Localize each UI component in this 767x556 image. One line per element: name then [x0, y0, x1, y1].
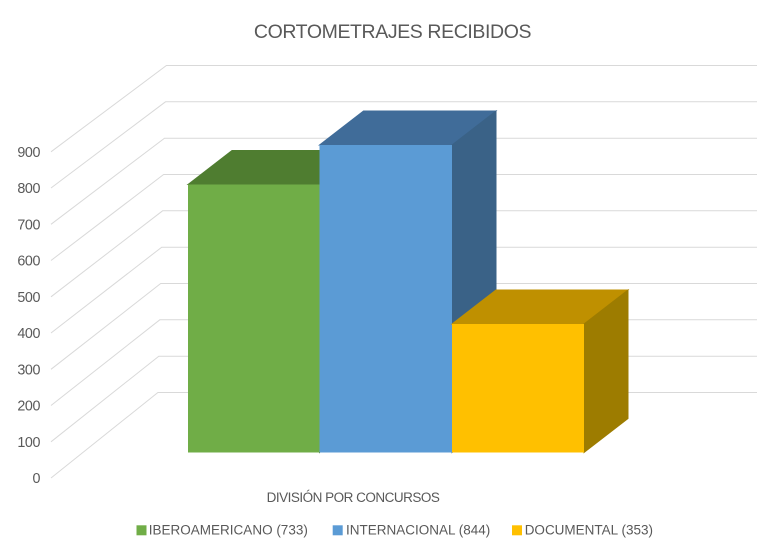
svg-text:600: 600 — [17, 254, 40, 270]
svg-text:500: 500 — [17, 290, 40, 306]
svg-text:DIVISIÓN POR CONCURSOS: DIVISIÓN POR CONCURSOS — [267, 490, 440, 505]
svg-text:700: 700 — [17, 217, 40, 233]
svg-text:100: 100 — [17, 435, 40, 451]
svg-text:200: 200 — [17, 399, 40, 415]
svg-text:400: 400 — [17, 326, 40, 342]
svg-text:CORTOMETRAJES RECIBIDOS: CORTOMETRAJES RECIBIDOS — [254, 21, 532, 43]
svg-text:0: 0 — [32, 471, 40, 487]
svg-text:900: 900 — [17, 145, 40, 161]
svg-text:INTERNACIONAL (844): INTERNACIONAL (844) — [346, 522, 490, 537]
svg-text:800: 800 — [17, 181, 40, 197]
svg-text:300: 300 — [17, 362, 40, 378]
svg-text:IBEROAMERICANO (733): IBEROAMERICANO (733) — [149, 522, 308, 537]
svg-text:DOCUMENTAL (353): DOCUMENTAL (353) — [525, 522, 653, 537]
